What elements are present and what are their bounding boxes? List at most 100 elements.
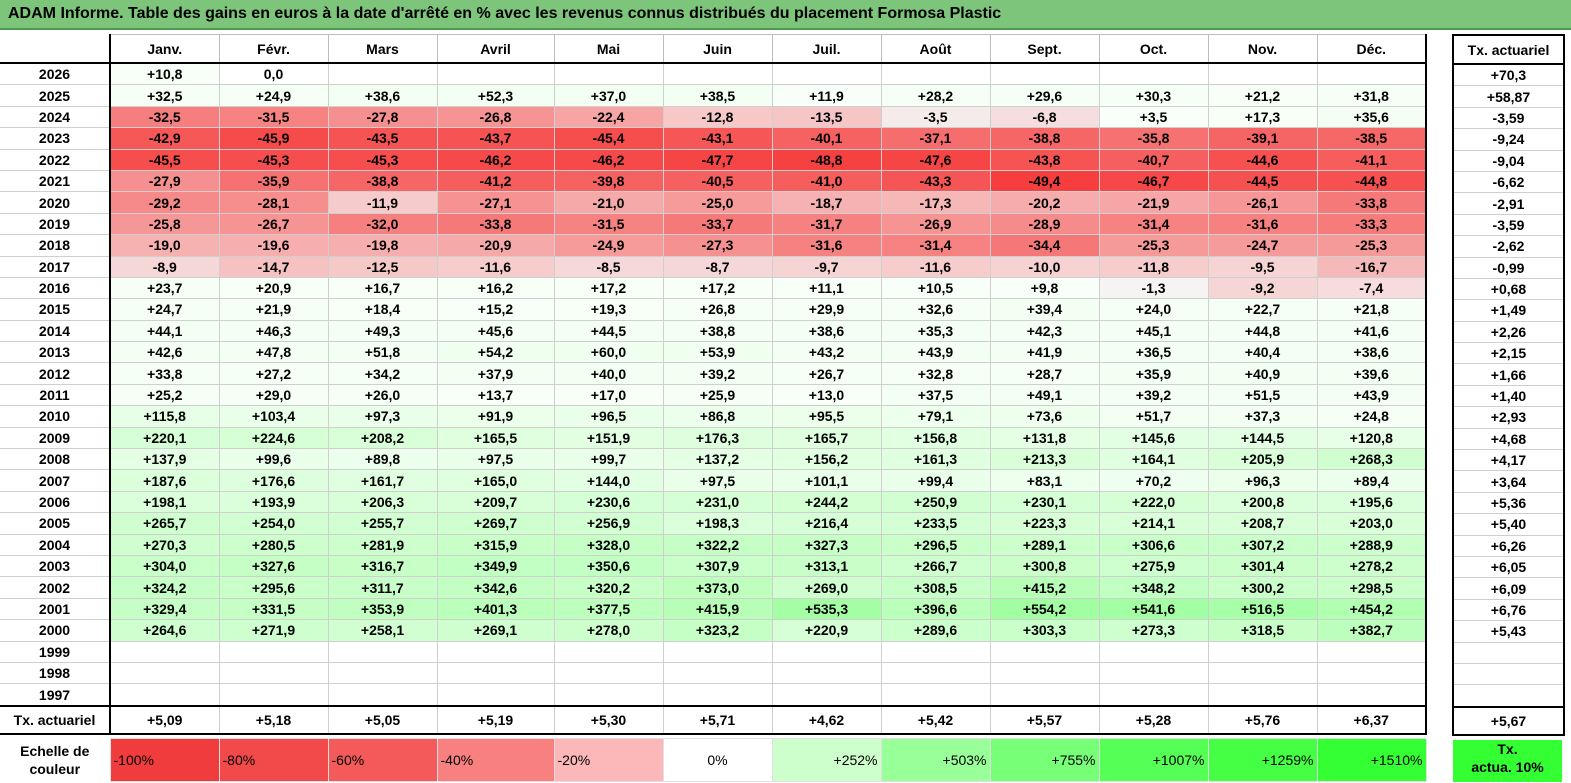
value-cell: +17,0 [553, 383, 664, 407]
value-cell: +30,3 [1098, 84, 1209, 107]
value-cell: +377,5 [553, 597, 664, 621]
value-cell: -18,7 [771, 191, 882, 214]
value-cell: +49,1 [989, 383, 1100, 407]
table-row: 2011 +25,2 +29,0 +26,0 +13,7 +17,0 +25,9 +13,0 +… [0, 383, 1427, 407]
month-header: Sept. [989, 34, 1100, 64]
value-cell: +24,8 [1316, 405, 1427, 428]
value-cell: +99,7 [553, 448, 664, 471]
value-cell: -20,9 [436, 234, 555, 257]
table-row: 2012 +33,8 +27,2 +34,2 +37,9 +40,0 +39,2 +26,7 +… [0, 362, 1427, 385]
tx-cell: +2,26 [1452, 320, 1565, 343]
value-cell [1207, 661, 1318, 685]
year-cell: 2025 [0, 84, 111, 107]
value-cell: -45,3 [327, 148, 438, 171]
color-scale: Echelle de couleur -100% -80% -60% -40% -20%… [0, 738, 1427, 782]
value-cell: +187,6 [109, 469, 220, 492]
tx-cell: +2,15 [1452, 342, 1565, 364]
value-cell: +205,9 [1207, 448, 1318, 471]
value-cell: -29,2 [109, 191, 220, 214]
value-cell: +198,1 [109, 490, 220, 514]
page-title: ADAM Informe. Table des gains en euros à… [8, 5, 1002, 22]
year-cell: 2018 [0, 234, 111, 257]
value-cell [662, 640, 773, 663]
year-cell: 2008 [0, 448, 111, 471]
value-cell: +331,5 [218, 597, 329, 621]
tx-cell: +3,64 [1452, 470, 1565, 493]
value-cell: +79,1 [880, 405, 991, 428]
value-cell: -12,5 [327, 255, 438, 278]
color-scale-swatch: 0% [662, 738, 773, 782]
value-cell: +43,9 [880, 341, 991, 364]
color-scale-swatch: +252% [771, 738, 882, 782]
tx-actuariel-column: Tx. actuariel +70,3 +58,87 -3,59 -9,24 -9,04… [1452, 34, 1565, 736]
value-cell: -25,8 [109, 212, 220, 236]
value-cell: +137,9 [109, 448, 220, 471]
value-cell: +278,2 [1316, 554, 1427, 578]
value-cell: -11,9 [327, 191, 438, 214]
tx-row: +2,93 [1452, 406, 1565, 429]
table-row: 2015 +24,7 +21,9 +18,4 +15,2 +19,3 +26,8 +29,9 +… [0, 298, 1427, 321]
value-cell: +131,8 [989, 426, 1100, 450]
color-scale-label: Echelle de couleur [20, 743, 90, 777]
value-cell: +60,0 [553, 341, 664, 364]
value-cell: +38,6 [1316, 341, 1427, 364]
tx-cell: -3,59 [1452, 213, 1565, 236]
value-cell: +161,3 [880, 448, 991, 471]
tx-cell [1452, 662, 1565, 685]
value-cell: +327,6 [218, 554, 329, 578]
value-cell: +41,9 [989, 341, 1100, 364]
value-cell: +41,6 [1316, 319, 1427, 343]
tx-row: -9,24 [1452, 128, 1565, 151]
value-cell: +73,6 [989, 405, 1100, 428]
value-cell: +198,3 [662, 512, 773, 535]
year-cell: 2020 [0, 191, 111, 214]
value-cell: -40,1 [771, 127, 882, 150]
value-cell: +275,9 [1098, 554, 1209, 578]
value-cell [218, 683, 329, 707]
gains-table: Janv. Févr. Mars Avril Mai Juin Juil. Août Sept.… [0, 34, 1427, 735]
value-cell: +37,5 [880, 383, 991, 407]
year-cell: 2012 [0, 362, 111, 385]
value-cell: +91,9 [436, 405, 555, 428]
average-cell: +5,76 [1207, 704, 1318, 735]
value-cell: -8,9 [109, 255, 220, 278]
value-cell: +156,2 [771, 448, 882, 471]
value-cell: +38,6 [327, 84, 438, 107]
value-cell: -47,7 [662, 148, 773, 171]
value-cell: -40,5 [662, 169, 773, 193]
value-cell [1098, 62, 1209, 86]
value-cell: -9,7 [771, 255, 882, 278]
tx-cell: +6,76 [1452, 598, 1565, 621]
value-cell: +311,7 [327, 576, 438, 599]
value-cell: -27,8 [327, 105, 438, 129]
value-cell: -33,8 [1316, 191, 1427, 214]
value-cell: -44,5 [1207, 169, 1318, 193]
table-row: 2016 +23,7 +20,9 +16,7 +16,2 +17,2 +17,2 +11,1 +… [0, 276, 1427, 300]
month-header: Nov. [1207, 34, 1318, 64]
value-cell: -28,9 [989, 212, 1100, 236]
value-cell: +35,6 [1316, 105, 1427, 129]
value-cell: -46,2 [553, 148, 664, 171]
table-row: 2009 +220,1 +224,6 +208,2 +165,5 +151,9 +176,3… [0, 426, 1427, 450]
value-cell: +18,4 [327, 298, 438, 321]
value-cell: -22,4 [553, 105, 664, 129]
value-cell: +46,3 [218, 319, 329, 343]
value-cell: -27,1 [436, 191, 555, 214]
value-cell: +37,9 [436, 362, 555, 385]
table-row: 2006 +198,1 +193,9 +206,3 +209,7 +230,6 +231,0… [0, 490, 1427, 514]
value-cell [1316, 640, 1427, 663]
value-cell: -39,1 [1207, 127, 1318, 150]
value-cell [436, 661, 555, 685]
value-cell [989, 683, 1100, 707]
value-cell: +165,5 [436, 426, 555, 450]
value-cell: -31,5 [218, 105, 329, 129]
value-cell: +115,8 [109, 405, 220, 428]
value-cell: -20,2 [989, 191, 1100, 214]
value-cell: +206,3 [327, 490, 438, 514]
value-cell: -37,1 [880, 127, 991, 150]
value-cell: +258,1 [327, 619, 438, 642]
value-cell: +222,0 [1098, 490, 1209, 514]
value-cell: -17,3 [880, 191, 991, 214]
tx-row: +3,64 [1452, 470, 1565, 493]
year-cell: 2001 [0, 597, 111, 621]
